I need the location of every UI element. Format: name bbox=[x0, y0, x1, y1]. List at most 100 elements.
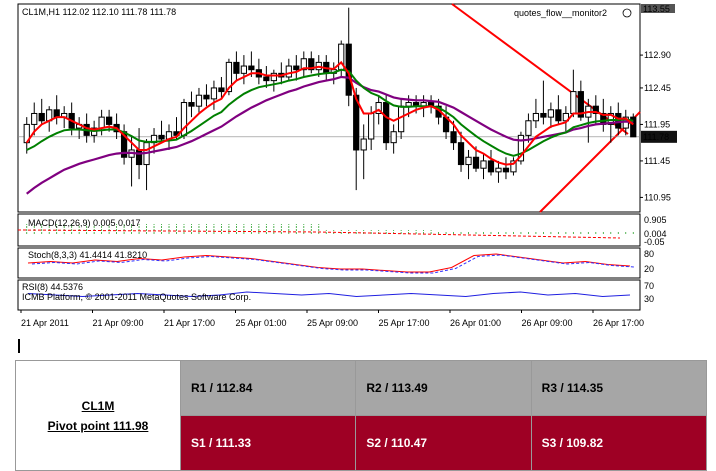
candle-body bbox=[555, 109, 562, 122]
candle-body bbox=[360, 138, 367, 151]
candle-body bbox=[218, 87, 225, 93]
candle-body bbox=[240, 65, 248, 74]
trendline-lower bbox=[539, 111, 641, 213]
macd-scale-label: 0.905 bbox=[644, 215, 667, 225]
x-axis-label: 21 Apr 09:00 bbox=[93, 318, 144, 328]
s1-cell: S1 / 111.33 bbox=[179, 415, 357, 471]
candle-body bbox=[210, 87, 218, 100]
candle-body bbox=[532, 112, 540, 122]
candle-body bbox=[405, 102, 412, 107]
pivot-symbol: CL1M bbox=[81, 398, 115, 413]
candle-body bbox=[577, 91, 584, 118]
candle-body bbox=[368, 112, 375, 140]
stoch-label: Stoch(8,3,3) 41.4414 41.8210 bbox=[28, 250, 147, 260]
stoch-panel bbox=[17, 247, 641, 279]
price-label: 111.95 bbox=[644, 119, 670, 129]
candle-body bbox=[457, 142, 465, 166]
chart-symbol-header: CL1M,H1 112.02 112.10 111.78 111.78 bbox=[22, 7, 176, 17]
x-axis-label: 21 Apr 2011 bbox=[21, 318, 69, 328]
candle-body bbox=[472, 156, 480, 169]
candle-body bbox=[105, 116, 113, 125]
x-axis-label: 25 Apr 01:00 bbox=[236, 318, 287, 328]
candle-body bbox=[592, 105, 599, 114]
stoch-d-line bbox=[31, 254, 635, 274]
candle-body bbox=[233, 61, 240, 74]
candle-body bbox=[225, 61, 233, 93]
top-price-label: 113.55 bbox=[643, 4, 670, 14]
pivot-table: CL1M Pivot point 111.98 R1 / 112.84 R2 /… bbox=[15, 360, 708, 471]
chart-svg: CL1M,H1 112.02 112.10 111.78 111.78 quote… bbox=[17, 3, 677, 328]
candle-body bbox=[188, 102, 195, 107]
candle-body bbox=[300, 58, 307, 71]
candle-body bbox=[450, 131, 457, 144]
candle-body bbox=[31, 112, 38, 125]
candle-body bbox=[383, 102, 390, 144]
r1-cell: R1 / 112.84 bbox=[179, 360, 357, 416]
candle-body bbox=[195, 94, 203, 107]
x-axis-label: 26 Apr 01:00 bbox=[450, 318, 501, 328]
ema-fast-line bbox=[25, 60, 634, 166]
x-axis-label: 25 Apr 17:00 bbox=[379, 318, 430, 328]
x-axis-label: 25 Apr 09:00 bbox=[307, 318, 358, 328]
r3-cell: R3 / 114.35 bbox=[530, 360, 708, 416]
rsi-scale-label: 70 bbox=[644, 281, 654, 291]
s3-cell: S3 / 109.82 bbox=[530, 415, 708, 471]
settings-icon bbox=[622, 8, 632, 18]
candle-body bbox=[390, 131, 397, 144]
candle-body bbox=[285, 65, 292, 78]
rsi-line bbox=[27, 291, 631, 298]
ema-mid-line bbox=[26, 68, 634, 157]
candle-body bbox=[630, 116, 637, 138]
candle-body bbox=[135, 149, 143, 166]
candle-body bbox=[203, 94, 210, 100]
macd-panel bbox=[17, 213, 641, 247]
top-price-box bbox=[641, 4, 675, 13]
candle-body bbox=[248, 65, 255, 71]
x-axis-label: 26 Apr 09:00 bbox=[522, 318, 573, 328]
candle-body bbox=[293, 65, 300, 71]
x-axis-label: 21 Apr 17:00 bbox=[164, 318, 215, 328]
copyright-text: ICMB Platform, © 2001-2011 MetaQuotes So… bbox=[22, 292, 251, 302]
price-label: 111.45 bbox=[644, 156, 670, 166]
rsi-scale-label: 30 bbox=[644, 294, 654, 304]
candle-body bbox=[158, 134, 165, 140]
price-label: 112.45 bbox=[644, 83, 671, 93]
pivot-name-cell: CL1M Pivot point 111.98 bbox=[15, 360, 181, 471]
candle-body bbox=[495, 167, 502, 173]
candle-body bbox=[502, 167, 510, 173]
candle-body bbox=[263, 76, 270, 82]
current-price-box bbox=[641, 130, 677, 143]
candle-body bbox=[570, 91, 577, 114]
candle-body bbox=[465, 156, 472, 166]
price-chart: CL1M,H1 112.02 112.10 111.78 111.78 quote… bbox=[17, 3, 677, 328]
candle-body bbox=[525, 120, 532, 136]
ema-slow-line bbox=[26, 75, 634, 195]
r2-cell: R2 / 113.49 bbox=[355, 360, 532, 416]
candle-body bbox=[270, 72, 277, 82]
candle-body bbox=[38, 112, 45, 122]
price-label: 110.95 bbox=[644, 192, 671, 202]
candle-body bbox=[540, 112, 547, 118]
candle-body bbox=[607, 112, 614, 125]
macd-scale-label: 0.004 bbox=[644, 229, 667, 239]
text-cursor bbox=[18, 339, 20, 353]
indicator-label: quotes_flow__monitor2 bbox=[514, 8, 607, 18]
candle-body bbox=[547, 109, 555, 118]
macd-scale-label: -0.05 bbox=[644, 237, 665, 247]
macd-signal-line bbox=[17, 229, 621, 239]
candle-body bbox=[98, 116, 105, 129]
candle-body bbox=[487, 160, 495, 173]
candle-body bbox=[517, 134, 525, 162]
candle-body bbox=[375, 102, 382, 114]
rsi-panel bbox=[17, 279, 641, 311]
candle-body bbox=[53, 109, 60, 118]
stoch-k-line bbox=[27, 253, 631, 273]
rsi-label: RSI(8) 44.5376 bbox=[22, 282, 83, 292]
pivot-point: Pivot point 111.98 bbox=[47, 418, 149, 433]
macd-label: MACD(12,26,9) 0.005 0.017 bbox=[28, 218, 141, 228]
candle-body bbox=[308, 58, 315, 71]
x-axis-label: 26 Apr 17:00 bbox=[593, 318, 644, 328]
candle-body bbox=[510, 160, 517, 173]
stoch-scale-label: 20 bbox=[644, 264, 654, 274]
price-label: 112.90 bbox=[644, 50, 671, 60]
